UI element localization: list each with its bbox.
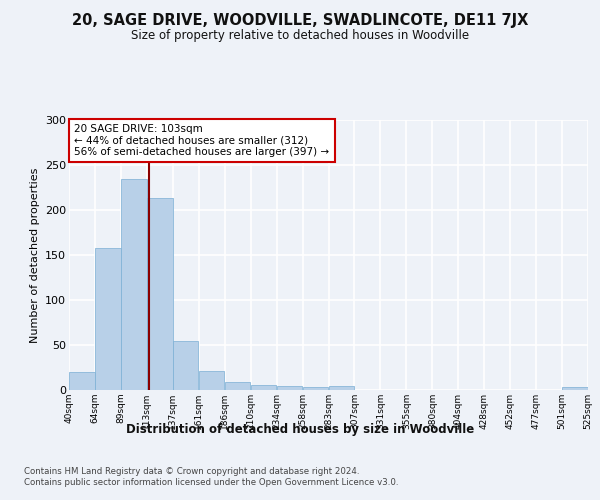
Bar — [69, 372, 95, 390]
Bar — [225, 382, 250, 390]
Y-axis label: Number of detached properties: Number of detached properties — [29, 168, 40, 342]
Bar — [121, 178, 146, 390]
Bar — [277, 386, 302, 390]
Bar — [147, 198, 173, 390]
Bar — [251, 384, 277, 390]
Bar — [173, 340, 199, 390]
Text: 20, SAGE DRIVE, WOODVILLE, SWADLINCOTE, DE11 7JX: 20, SAGE DRIVE, WOODVILLE, SWADLINCOTE, … — [72, 12, 528, 28]
Bar — [199, 371, 224, 390]
Bar — [95, 248, 121, 390]
Text: Size of property relative to detached houses in Woodville: Size of property relative to detached ho… — [131, 29, 469, 42]
Text: 20 SAGE DRIVE: 103sqm
← 44% of detached houses are smaller (312)
56% of semi-det: 20 SAGE DRIVE: 103sqm ← 44% of detached … — [74, 124, 329, 157]
Bar — [329, 386, 354, 390]
Text: Distribution of detached houses by size in Woodville: Distribution of detached houses by size … — [126, 422, 474, 436]
Bar — [303, 388, 328, 390]
Bar — [562, 388, 588, 390]
Text: Contains HM Land Registry data © Crown copyright and database right 2024.
Contai: Contains HM Land Registry data © Crown c… — [24, 468, 398, 487]
